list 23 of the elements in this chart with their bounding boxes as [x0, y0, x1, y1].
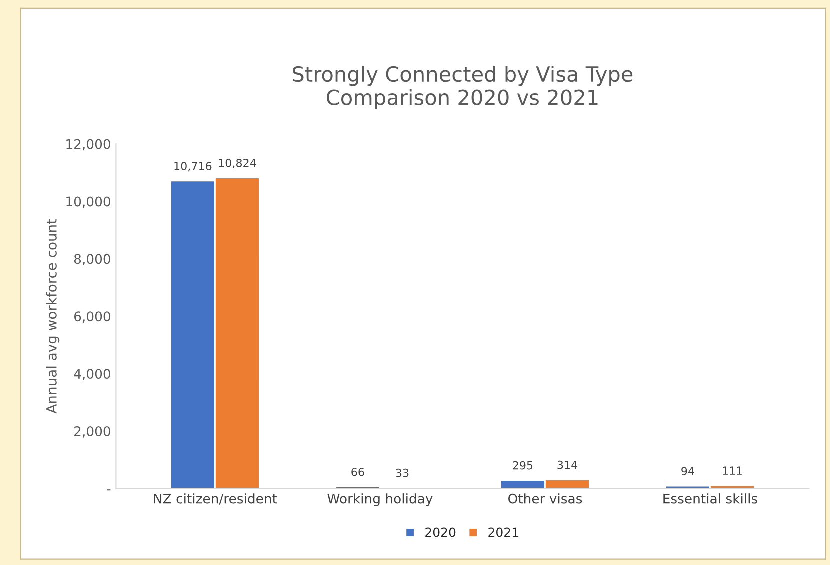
- data-label: 111: [723, 466, 742, 475]
- y-tick-label: 2,000: [74, 426, 110, 438]
- x-tick-label: Other visas: [508, 494, 582, 504]
- y-tick-label: -: [107, 490, 111, 491]
- x-tick-label: Essential skills: [664, 494, 758, 504]
- x-tick-label: NZ citizen/resident: [154, 494, 278, 505]
- data-label: 94: [682, 467, 694, 476]
- data-label: 10,716: [174, 162, 212, 172]
- y-tick-label: 8,000: [74, 254, 110, 266]
- legend-label: 2020: [426, 528, 456, 538]
- y-axis-title: Annual avg workforce count: [46, 219, 60, 414]
- data-label: 33: [396, 468, 409, 478]
- data-label: 66: [352, 468, 364, 476]
- data-label: 10,824: [219, 158, 256, 168]
- data-label: 314: [558, 460, 578, 470]
- y-tick-label: 12,000: [66, 139, 110, 151]
- chart-title: Strongly Connected by Visa Type Comparison 2020 vs 2021: [293, 66, 633, 110]
- y-tick-label: 4,000: [74, 369, 110, 380]
- data-label: 295: [513, 461, 533, 470]
- y-tick-label: 6,000: [74, 312, 110, 323]
- y-tick-label: 10,000: [66, 196, 110, 208]
- legend-label: 2021: [488, 528, 518, 538]
- x-tick-label: Working holiday: [328, 494, 433, 506]
